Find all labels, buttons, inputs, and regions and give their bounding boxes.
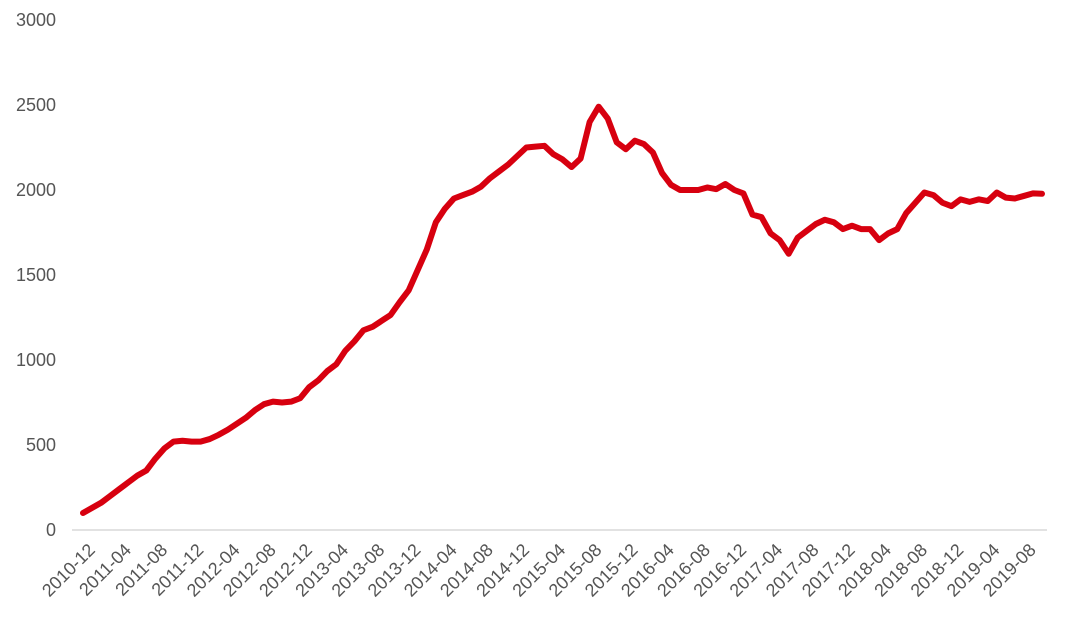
- y-tick-label: 2000: [16, 180, 56, 200]
- y-tick-label: 1000: [16, 350, 56, 370]
- y-tick-label: 1500: [16, 265, 56, 285]
- y-axis-tick-labels: 0 500 1000 1500 2000 2500 3000: [16, 10, 56, 540]
- x-axis-tick-labels: 2010-122011-042011-082011-122012-042012-…: [38, 540, 1040, 601]
- y-tick-label: 0: [46, 520, 56, 540]
- series-line: [80, 103, 1045, 516]
- y-tick-label: 3000: [16, 10, 56, 30]
- y-tick-label: 500: [26, 435, 56, 455]
- series-layer: [80, 103, 1045, 516]
- y-tick-label: 2500: [16, 95, 56, 115]
